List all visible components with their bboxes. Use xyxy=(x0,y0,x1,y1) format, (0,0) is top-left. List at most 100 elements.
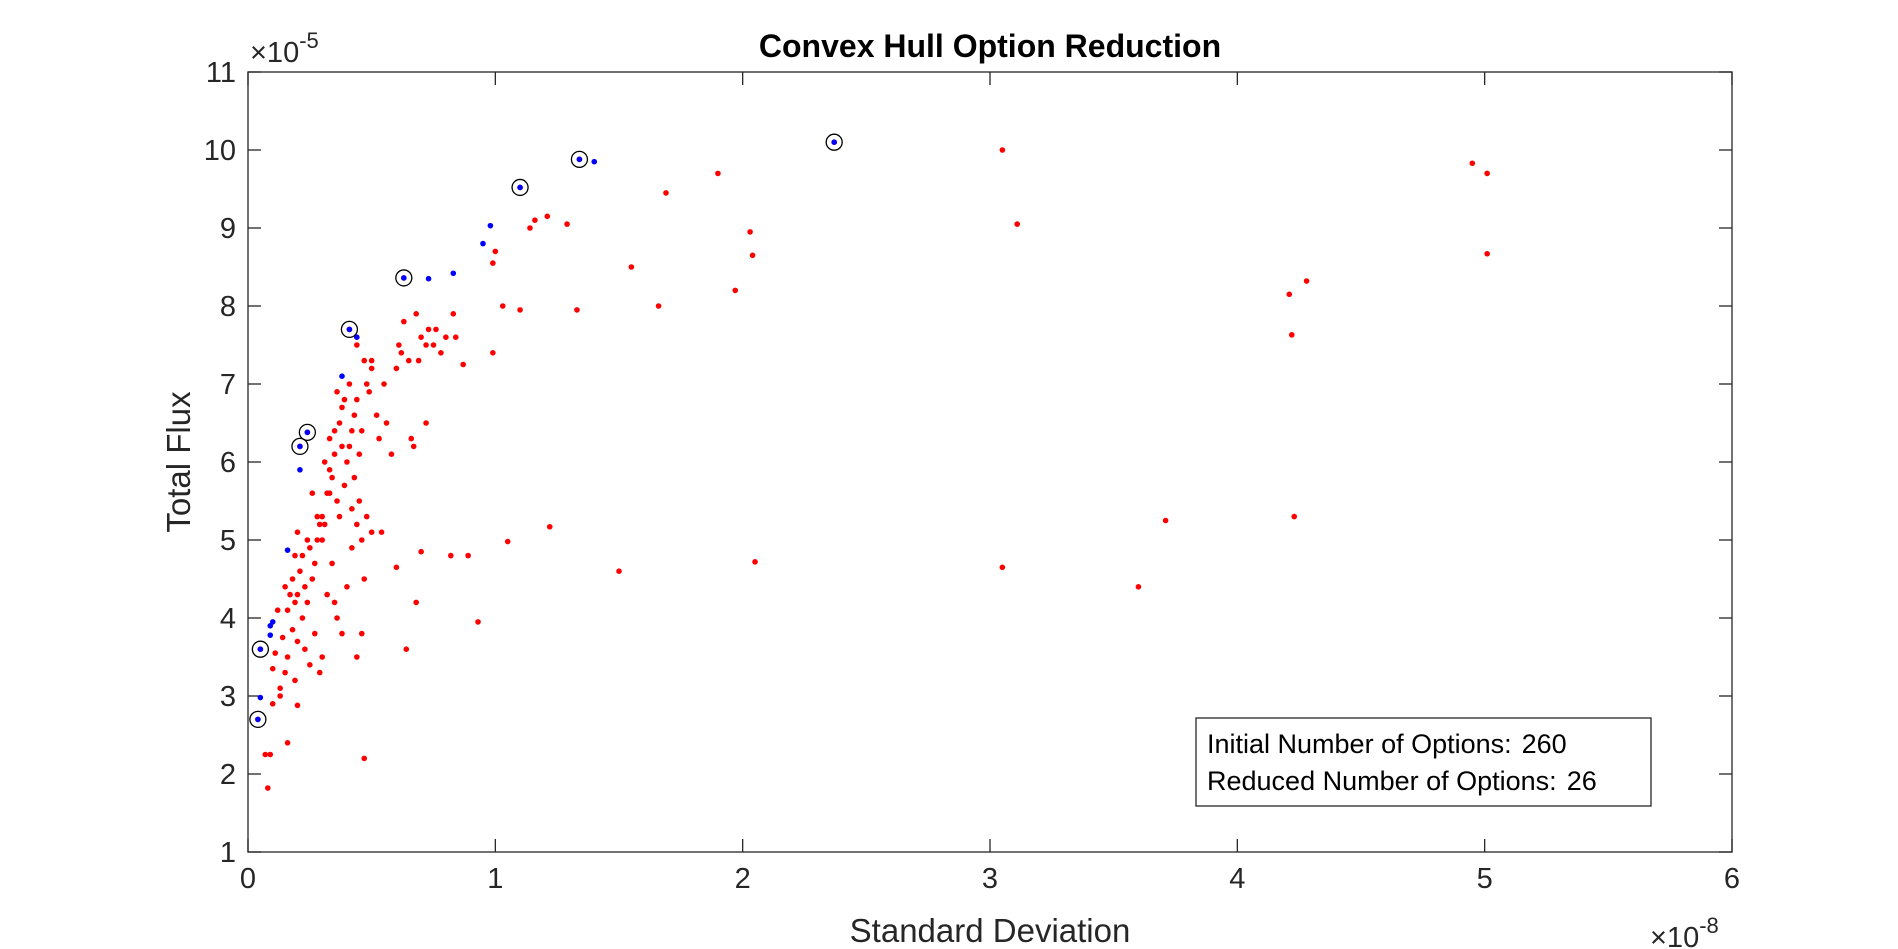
data-point-all xyxy=(749,252,756,259)
data-point-hull xyxy=(511,178,529,197)
svg-text:×10-8: ×10-8 xyxy=(1650,913,1719,949)
tick-marks xyxy=(247,71,1733,853)
data-point-all xyxy=(504,538,511,545)
x-tick-label: 4 xyxy=(1229,863,1245,895)
data-point-all xyxy=(544,213,551,220)
y-tick-label: 9 xyxy=(220,213,236,245)
data-point-all xyxy=(349,545,355,551)
data-point-all xyxy=(319,513,326,520)
data-point-all xyxy=(366,389,372,395)
x-axis-title: Standard Deviation xyxy=(850,912,1131,949)
data-point-all xyxy=(294,591,301,598)
data-point-hull xyxy=(825,133,843,151)
data-point-all xyxy=(527,225,533,231)
data-point-all xyxy=(314,513,321,520)
data-point-all xyxy=(1162,517,1169,524)
x-tick-label: 1 xyxy=(487,863,503,895)
annotation-line-2-value: 26 xyxy=(1567,766,1597,796)
data-point-all xyxy=(532,217,538,223)
data-point-all xyxy=(331,451,338,458)
data-point-all xyxy=(383,420,390,426)
data-point-all xyxy=(329,474,335,481)
data-point-reduced xyxy=(517,184,523,191)
annotation-line-1-label: Initial Number of Options: xyxy=(1207,729,1512,759)
data-point-all xyxy=(299,552,306,559)
data-point-all xyxy=(326,435,333,442)
data-point-reduced xyxy=(339,373,345,380)
data-point-all xyxy=(354,654,360,660)
annotation-line-1-value: 260 xyxy=(1522,729,1567,759)
data-point-reduced xyxy=(257,646,264,652)
data-point-all xyxy=(1291,513,1298,520)
data-point-all xyxy=(284,740,291,746)
data-point-all xyxy=(329,560,335,567)
data-point-all xyxy=(752,559,758,565)
data-point-all xyxy=(307,545,313,551)
data-point-all xyxy=(309,576,316,582)
data-point-all xyxy=(351,474,358,481)
data-point-all xyxy=(423,420,429,426)
data-point-reduced xyxy=(269,619,276,625)
data-point-all xyxy=(331,599,338,606)
data-point-reduced xyxy=(297,467,303,473)
data-point-all xyxy=(262,751,269,758)
data-point-all xyxy=(354,396,360,403)
data-point-all xyxy=(373,412,380,419)
data-point-all xyxy=(1286,291,1293,298)
data-point-all xyxy=(292,677,298,684)
data-point-all xyxy=(430,342,437,348)
data-point-reduced xyxy=(354,334,360,341)
data-point-all xyxy=(363,381,370,387)
data-point-hull xyxy=(395,269,413,287)
data-point-all xyxy=(326,467,333,473)
y-tick-label: 10 xyxy=(204,135,236,167)
data-point-all xyxy=(715,170,721,177)
y-exponent: -5 xyxy=(299,28,319,53)
data-point-all xyxy=(279,634,286,641)
data-point-all xyxy=(517,307,523,313)
data-point-all xyxy=(299,615,306,621)
data-point-all xyxy=(1135,584,1142,590)
y-tick-label: 2 xyxy=(220,759,236,791)
data-point-all xyxy=(403,646,410,652)
data-point-hull xyxy=(249,710,267,729)
data-point-all xyxy=(999,147,1006,153)
data-point-all xyxy=(452,334,459,341)
annotation-box: Initial Number of Options: 260 Reduced Nu… xyxy=(1195,717,1652,807)
data-point-all xyxy=(287,591,293,598)
data-point-all xyxy=(336,513,343,520)
data-point-all xyxy=(354,521,360,528)
data-point-all xyxy=(396,342,402,348)
data-point-all xyxy=(304,599,311,606)
data-point-all xyxy=(361,755,368,762)
data-point-all xyxy=(326,490,333,497)
data-point-all xyxy=(346,443,353,450)
data-point-all xyxy=(349,428,355,434)
data-point-all xyxy=(269,665,276,672)
data-point-all xyxy=(309,490,316,497)
data-point-all xyxy=(663,190,669,196)
data-point-reduced xyxy=(450,270,457,277)
data-point-all xyxy=(321,521,328,528)
data-point-all xyxy=(425,326,432,333)
data-point-all xyxy=(388,451,395,458)
y-tick-label: 5 xyxy=(220,525,236,557)
y-tick-labels: 1 2 3 4 5 6 7 8 9 10 11 xyxy=(204,57,236,869)
data-point-all xyxy=(314,537,321,543)
data-point-all xyxy=(999,564,1006,571)
data-point-all xyxy=(277,685,283,691)
x-exponent-label: ×10-8 xyxy=(1650,913,1719,949)
data-point-all xyxy=(546,523,553,530)
data-point-all xyxy=(490,260,496,266)
data-point-all xyxy=(267,751,274,758)
data-point-all xyxy=(294,529,301,535)
data-point-all xyxy=(413,599,419,606)
data-point-all xyxy=(289,626,296,633)
data-point-all xyxy=(316,521,323,528)
data-point-all xyxy=(282,669,288,676)
data-point-all xyxy=(368,365,375,372)
data-point-all xyxy=(341,396,348,403)
data-point-all xyxy=(398,350,405,356)
data-point-all xyxy=(284,607,291,613)
x-tick-label: 0 xyxy=(240,863,256,895)
